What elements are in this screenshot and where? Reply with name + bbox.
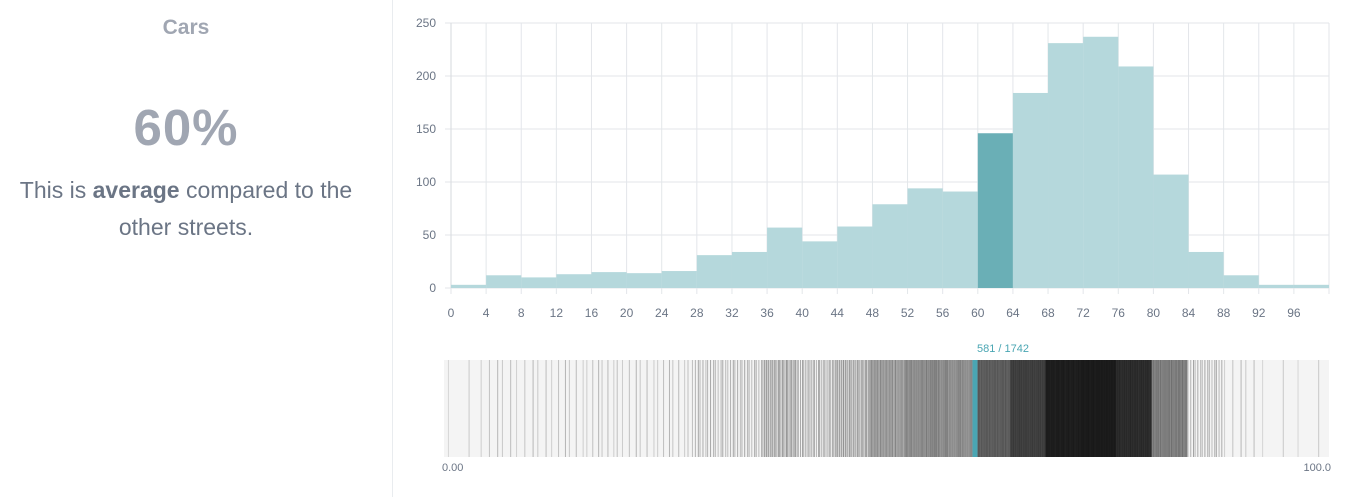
x-tick-label: 28 bbox=[690, 306, 704, 320]
histogram-bar bbox=[1012, 92, 1049, 289]
x-tick-label: 72 bbox=[1076, 306, 1090, 320]
x-tick-label: 8 bbox=[518, 306, 525, 320]
x-tick-label: 4 bbox=[483, 306, 490, 320]
histogram-bar bbox=[802, 241, 838, 288]
histogram-bar bbox=[591, 272, 627, 288]
histogram-bar bbox=[1048, 43, 1084, 288]
metric-desc-prefix: This is bbox=[19, 177, 93, 203]
x-tick-label: 40 bbox=[796, 306, 810, 320]
histogram-bar bbox=[767, 227, 803, 288]
histogram-bar bbox=[1153, 174, 1189, 288]
panel-divider bbox=[392, 0, 393, 497]
x-tick-label: 16 bbox=[585, 306, 599, 320]
y-tick-label: 250 bbox=[416, 16, 436, 30]
x-tick-label: 0 bbox=[448, 306, 455, 320]
y-tick-label: 0 bbox=[429, 281, 436, 295]
x-tick-label: 48 bbox=[866, 306, 880, 320]
strip-max-label: 100.0 bbox=[1303, 462, 1331, 474]
histogram-bar bbox=[521, 277, 557, 288]
x-tick-label: 92 bbox=[1252, 306, 1266, 320]
strip-rank-label: 581 / 1742 bbox=[977, 343, 1029, 355]
metric-desc-suffix: compared to the other streets. bbox=[118, 177, 353, 240]
x-tick-label: 36 bbox=[760, 306, 774, 320]
histogram-bars bbox=[451, 36, 1329, 289]
y-tick-label: 200 bbox=[416, 69, 436, 83]
x-tick-label: 60 bbox=[971, 306, 985, 320]
x-tick-label: 84 bbox=[1182, 306, 1196, 320]
metric-panel: Cars 60% This is average compared to the… bbox=[0, 0, 392, 497]
histogram-bar bbox=[942, 191, 978, 288]
strip-marker bbox=[972, 360, 978, 457]
metric-desc-bold: average bbox=[92, 177, 180, 203]
histogram-x-axis: 0 4 8 12 16 20 24 28 32 36 40 44 48 52 56 60 64 68 72 76 80 8… bbox=[448, 306, 1301, 320]
histogram-bar bbox=[451, 284, 487, 288]
histogram-bar bbox=[731, 251, 768, 288]
histogram-bar bbox=[696, 255, 732, 288]
strip-min-label: 0.00 bbox=[442, 462, 463, 474]
histogram-y-axis: 0 50 100 150 200 250 bbox=[416, 16, 436, 295]
x-tick-label: 96 bbox=[1287, 306, 1301, 320]
histogram-bar bbox=[626, 273, 662, 288]
histogram-bar-highlight bbox=[977, 133, 1013, 288]
histogram-bar bbox=[1188, 251, 1224, 288]
histogram-bar bbox=[1083, 36, 1119, 288]
histogram-bar bbox=[837, 226, 873, 288]
x-tick-label: 12 bbox=[550, 306, 564, 320]
distribution-strip: 581 / 1742 0.00 100.0 bbox=[442, 343, 1331, 474]
histogram-bar bbox=[1258, 284, 1294, 288]
x-tick-label: 76 bbox=[1112, 306, 1126, 320]
histogram-bar bbox=[907, 188, 943, 288]
histogram-bar bbox=[661, 271, 697, 288]
histogram-bar bbox=[1118, 66, 1154, 289]
histogram-bar bbox=[872, 204, 908, 288]
x-tick-label: 80 bbox=[1147, 306, 1161, 320]
metric-title: Cars bbox=[162, 16, 210, 39]
histogram-bar bbox=[486, 275, 522, 288]
x-tick-label: 64 bbox=[1006, 306, 1020, 320]
x-tick-label: 56 bbox=[936, 306, 950, 320]
x-tick-label: 32 bbox=[725, 306, 739, 320]
histogram-bar bbox=[1223, 275, 1259, 288]
histogram-bar bbox=[556, 274, 592, 288]
x-tick-label: 24 bbox=[655, 306, 669, 320]
histogram-bar bbox=[1293, 284, 1329, 288]
y-tick-label: 50 bbox=[423, 228, 437, 242]
metric-description: This is average compared to the other st… bbox=[0, 172, 372, 246]
x-tick-label: 20 bbox=[620, 306, 634, 320]
x-tick-label: 44 bbox=[831, 306, 845, 320]
x-tick-label: 88 bbox=[1217, 306, 1231, 320]
x-tick-label: 68 bbox=[1041, 306, 1055, 320]
metric-value: 60% bbox=[133, 99, 239, 156]
x-tick-label: 52 bbox=[901, 306, 915, 320]
y-tick-label: 150 bbox=[416, 122, 436, 136]
y-tick-label: 100 bbox=[416, 175, 436, 189]
